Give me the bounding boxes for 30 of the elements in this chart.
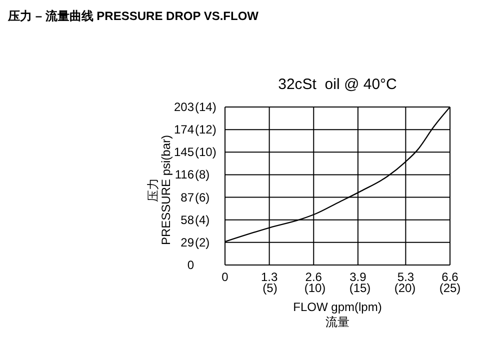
x2-tick-label: (5) [262,281,278,295]
y2-tick-label: (10) [195,145,216,160]
y-tick-label: 174 [174,122,194,137]
x2-tick-label: (15) [349,281,371,295]
y2-tick-label: (8) [195,168,210,182]
x-tick-label: 2.6 [305,270,322,284]
chart-title: 压力 – 流量曲线 PRESSURE DROP VS.FLOW [8,8,258,25]
x-axis-title: FLOW gpm(lpm) 流量 [292,300,383,330]
x-tick-label: 3.9 [350,270,367,284]
x2-tick-label: (25) [439,281,461,295]
chart-subtitle: 32cSt oil @ 40°C [277,76,398,93]
y-tick-label: 0 [187,258,194,272]
y-tick-label: 87 [180,190,194,204]
y2-tick-label: (2) [195,235,210,250]
x-tick-label: 0 [222,270,229,284]
y-tick-label: 203 [174,100,194,114]
y2-tick-label: (12) [195,122,216,137]
y2-tick-label: (14) [195,100,216,114]
x-tick-label: 1.3 [260,270,278,284]
x2-tick-label: (20) [394,281,416,295]
y-tick-label: 116 [174,168,194,182]
y-tick-label: 58 [180,212,194,227]
x2-tick-label: (10) [304,281,326,295]
y2-tick-label: (4) [195,212,210,227]
y-tick-label: 145 [174,145,194,160]
x-tick-label: 5.3 [397,270,414,284]
y-tick-label: 29 [180,235,194,250]
y2-tick-label: (6) [195,190,210,204]
x-tick-label: 6.6 [442,270,459,284]
y-axis-title: 压力 PRESSURE psi(bar) [146,134,173,246]
